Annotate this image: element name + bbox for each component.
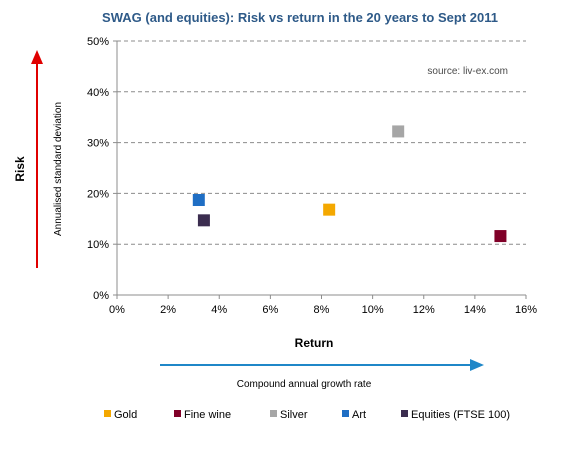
axes bbox=[113, 40, 527, 299]
legend-item-equities-ftse-100: Equities (FTSE 100) bbox=[401, 409, 510, 421]
x-tick-label: 16% bbox=[515, 304, 537, 316]
risk-arrow bbox=[31, 50, 43, 268]
legend-item-gold: Gold bbox=[104, 409, 137, 421]
x-axis-subtitle: Compound annual growth rate bbox=[237, 379, 372, 390]
point-equities-ftse-100 bbox=[197, 214, 210, 227]
x-axis-title: Return bbox=[295, 336, 334, 350]
point-gold bbox=[323, 203, 336, 216]
y-axis-title: Risk bbox=[13, 156, 27, 182]
point-fine-wine bbox=[494, 230, 507, 243]
legend-label: Silver bbox=[280, 409, 308, 421]
return-arrow bbox=[160, 359, 484, 371]
legend-swatch bbox=[174, 410, 181, 417]
y-tick-label: 40% bbox=[87, 87, 109, 99]
legend-label: Equities (FTSE 100) bbox=[411, 409, 510, 421]
x-tick-label: 8% bbox=[314, 304, 330, 316]
legend-label: Art bbox=[352, 409, 366, 421]
y-tick-label: 50% bbox=[87, 36, 109, 48]
legend-swatch bbox=[270, 410, 277, 417]
data-points bbox=[192, 125, 507, 243]
grid bbox=[117, 40, 526, 245]
y-tick-label: 0% bbox=[93, 290, 109, 302]
x-tick-label: 14% bbox=[464, 304, 486, 316]
legend-label: Gold bbox=[114, 409, 137, 421]
legend-item-fine-wine: Fine wine bbox=[174, 409, 231, 421]
x-tick-label: 4% bbox=[211, 304, 227, 316]
legend-label: Fine wine bbox=[184, 409, 231, 421]
y-tick-label: 10% bbox=[87, 239, 109, 251]
legend-item-silver: Silver bbox=[270, 409, 308, 421]
x-tick-label: 2% bbox=[160, 304, 176, 316]
y-axis-subtitle: Annualised standard deviation bbox=[53, 102, 64, 236]
legend-swatch bbox=[342, 410, 349, 417]
legend: Gold Fine wine Silver Art Equities (FTSE 100… bbox=[104, 409, 510, 421]
legend-item-art: Art bbox=[342, 409, 366, 421]
x-tick-label: 12% bbox=[413, 304, 435, 316]
x-tick-label: 6% bbox=[262, 304, 278, 316]
source-note: source: liv-ex.com bbox=[427, 66, 508, 77]
point-art bbox=[192, 194, 205, 207]
point-silver bbox=[392, 125, 405, 138]
chart-title: SWAG (and equities): Risk vs return in t… bbox=[102, 10, 498, 25]
x-tick-labels: 0% 2% 4% 6% 8% 10% 12% 14% 16% bbox=[109, 304, 537, 316]
x-tick-label: 0% bbox=[109, 304, 125, 316]
legend-swatch bbox=[401, 410, 408, 417]
legend-swatch bbox=[104, 410, 111, 417]
return-arrow-head bbox=[470, 359, 484, 371]
x-tick-label: 10% bbox=[362, 304, 384, 316]
y-tick-label: 20% bbox=[87, 188, 109, 200]
risk-arrow-head bbox=[31, 50, 43, 64]
y-tick-labels: 0% 10% 20% 30% 40% 50% bbox=[87, 36, 109, 302]
y-tick-label: 30% bbox=[87, 138, 109, 150]
